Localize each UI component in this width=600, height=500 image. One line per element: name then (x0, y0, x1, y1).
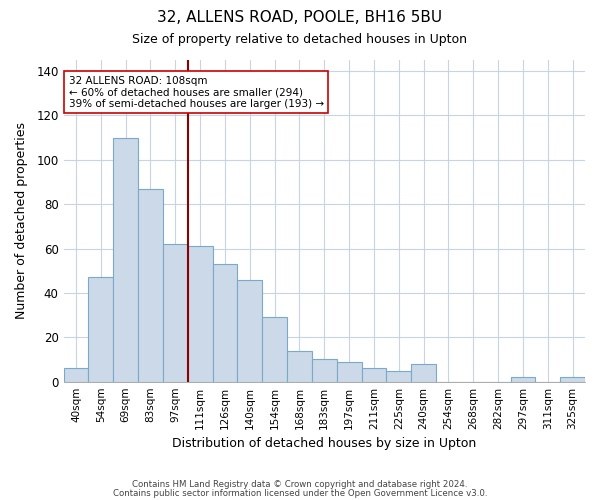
Bar (64, 368, 88, 382)
Bar (163, 244, 188, 382)
Bar (188, 246, 212, 382)
X-axis label: Distribution of detached houses by size in Upton: Distribution of detached houses by size … (172, 437, 476, 450)
Bar (287, 350, 312, 382)
Text: Size of property relative to detached houses in Upton: Size of property relative to detached ho… (133, 32, 467, 46)
Bar (88, 278, 113, 382)
Y-axis label: Number of detached properties: Number of detached properties (15, 122, 28, 320)
Bar (212, 264, 238, 382)
Bar (511, 377, 535, 382)
Text: 32 ALLENS ROAD: 108sqm
← 60% of detached houses are smaller (294)
39% of semi-de: 32 ALLENS ROAD: 108sqm ← 60% of detached… (68, 76, 323, 108)
Text: Contains HM Land Registry data © Crown copyright and database right 2024.: Contains HM Land Registry data © Crown c… (132, 480, 468, 489)
Bar (411, 364, 436, 382)
Text: 32, ALLENS ROAD, POOLE, BH16 5BU: 32, ALLENS ROAD, POOLE, BH16 5BU (157, 10, 443, 25)
Text: Contains public sector information licensed under the Open Government Licence v3: Contains public sector information licen… (113, 488, 487, 498)
Bar (138, 188, 163, 382)
Bar (362, 368, 386, 382)
Bar (113, 138, 138, 382)
Bar (337, 362, 362, 382)
Bar (560, 377, 585, 382)
Bar (262, 318, 287, 382)
Bar (238, 280, 262, 382)
Bar (386, 370, 411, 382)
Bar (312, 360, 337, 382)
